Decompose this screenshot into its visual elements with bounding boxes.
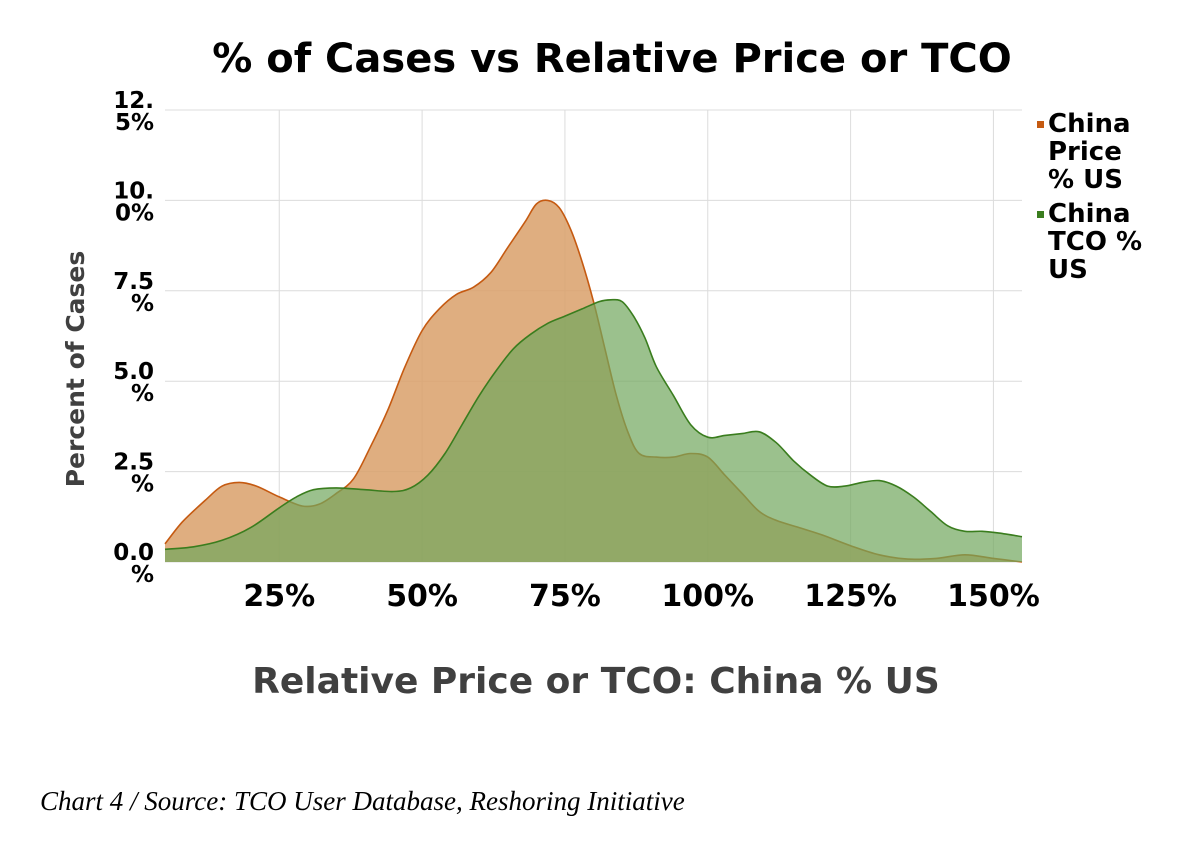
grid <box>165 109 1022 563</box>
y-tick-label: 10. 0% <box>113 178 154 226</box>
x-tick-label: 100% <box>661 579 754 614</box>
legend-entry: China TCO % US <box>1048 199 1142 285</box>
chart-caption: Chart 4 / Source: TCO User Database, Res… <box>40 786 685 816</box>
x-tick-label: 125% <box>804 579 897 614</box>
x-tick-label: 150% <box>947 579 1040 614</box>
plot-area <box>164 199 1023 563</box>
series-line-china-tco-us <box>164 298 1023 551</box>
chart-title: % of Cases vs Relative Price or TCO <box>212 36 1012 82</box>
y-tick-label: 0.0% <box>113 540 154 588</box>
legend-entry: China Price% US <box>1048 109 1131 195</box>
y-tick-label: 7.5% <box>113 269 154 317</box>
x-tick-label: 25% <box>243 579 315 614</box>
y-tick-label: 12. 5% <box>113 88 154 136</box>
legend-swatch <box>1037 121 1044 128</box>
x-tick-label: 75% <box>529 579 601 614</box>
y-axis-ticks: 0.0 % 2.5 % 5.0 % 7.5 % 10. 0% 12. 5% <box>113 88 154 588</box>
x-tick-label: 50% <box>386 579 458 614</box>
y-tick-label: 5.0% <box>113 359 154 407</box>
y-axis-label: Percent of Cases <box>61 251 90 488</box>
y-tick-label: 2.5% <box>113 450 154 498</box>
x-axis-ticks: 25% 50% 75% 100% 125% 150% <box>243 579 1039 614</box>
x-axis-label: Relative Price or TCO: China % US <box>252 661 940 702</box>
legend-swatch <box>1037 211 1044 218</box>
series-area-china-tco-us <box>165 299 1022 562</box>
